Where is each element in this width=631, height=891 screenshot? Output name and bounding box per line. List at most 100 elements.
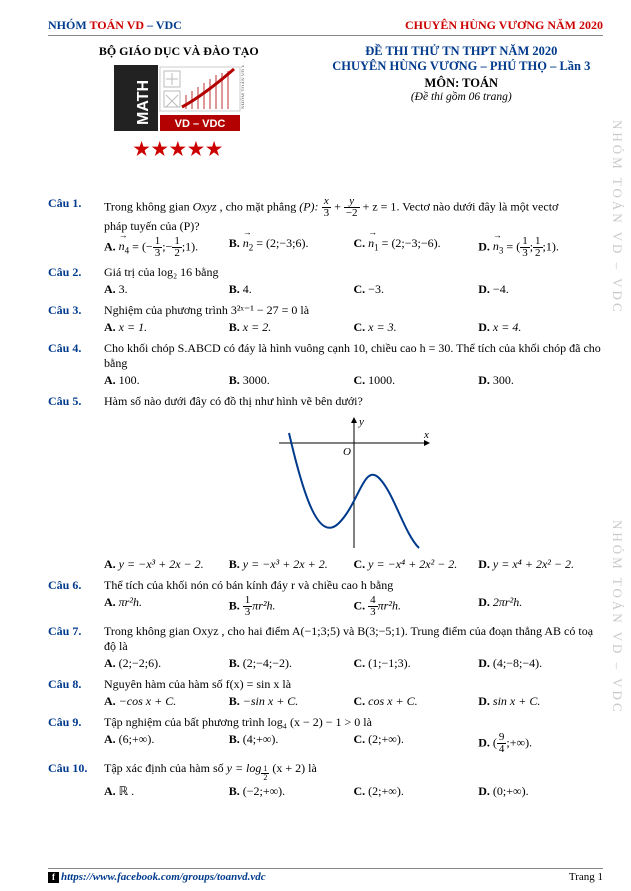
- q8-D: D. sin x + C.: [478, 694, 603, 709]
- q4-A: A. 100.: [104, 373, 229, 388]
- q4-text: Cho khối chóp S.ABCD có đáy là hình vuôn…: [104, 341, 603, 371]
- q9-body: Tập nghiệm của bất phương trình log₄ (x …: [104, 715, 603, 755]
- school-title: CHUYÊN HÙNG VƯƠNG – PHÚ THỌ – Lần 3: [320, 59, 603, 74]
- q1-options: A. n4 = (−13;−12;1). B. n2 = (2;−3;6). C…: [104, 236, 603, 259]
- q4-B: B. 3000.: [229, 373, 354, 388]
- q7-text: Trong không gian Oxyz , cho hai điểm A(−…: [104, 624, 603, 654]
- subject: MÔN: TOÁN: [320, 76, 603, 91]
- q3-B: B. x = 2.: [229, 320, 354, 335]
- q10-D: D. (0;+∞).: [478, 784, 603, 799]
- footer-divider: [48, 868, 603, 869]
- page-number: Trang 1: [569, 871, 603, 883]
- q6-B: B. 13πr²h.: [229, 595, 354, 618]
- q5-A: A. y = −x³ + 2x − 2.: [104, 557, 229, 572]
- q1-A: A. n4 = (−13;−12;1).: [104, 236, 229, 259]
- q7-B: B. (2;−4;−2).: [229, 656, 354, 671]
- question-10: Câu 10. Tập xác định của hàm số y = log1…: [48, 761, 603, 799]
- q7-label: Câu 7.: [48, 624, 104, 671]
- footer: fhttps://www.facebook.com/groups/toanvd.…: [0, 868, 631, 883]
- question-9: Câu 9. Tập nghiệm của bất phương trình l…: [48, 715, 603, 755]
- q6-label: Câu 6.: [48, 578, 104, 618]
- q1-body: Trong không gian Oxyz , cho mặt phẳng (P…: [104, 196, 603, 259]
- q5-label: Câu 5.: [48, 394, 104, 572]
- q5-text: Hàm số nào dưới đây có đồ thị như hình v…: [104, 394, 603, 409]
- exam-title: ĐỀ THI THỬ TN THPT NĂM 2020: [320, 44, 603, 59]
- q1-D: D. n3 = (13;12;1).: [478, 236, 603, 259]
- question-3: Câu 3. Nghiệm của phương trình 3²ˣ⁻¹ − 2…: [48, 303, 603, 335]
- q8-body: Nguyên hàm của hàm số f(x) = sin x là A.…: [104, 677, 603, 709]
- svg-text:x: x: [423, 429, 429, 441]
- q2-B: B. 4.: [229, 282, 354, 297]
- q1-tail: . Vectơ nào dưới đây là một vectơ: [396, 199, 558, 213]
- q3-C: C. x = 3.: [354, 320, 479, 335]
- q3-body: Nghiệm của phương trình 3²ˣ⁻¹ − 27 = 0 l…: [104, 303, 603, 335]
- q8-label: Câu 8.: [48, 677, 104, 709]
- facebook-icon: f: [48, 872, 59, 883]
- q10-body: Tập xác định của hàm số y = log12 (x + 2…: [104, 761, 603, 799]
- header-row: BỘ GIÁO DỤC VÀ ĐÀO TẠO MATH: [48, 44, 603, 160]
- svg-text:O: O: [343, 446, 351, 458]
- q7-A: A. (2;−2;6).: [104, 656, 229, 671]
- q9-text: Tập nghiệm của bất phương trình log₄ (x …: [104, 715, 603, 730]
- svg-text:VD – VDC: VD – VDC: [174, 118, 225, 130]
- group-name-b: TOÁN VD: [89, 18, 144, 32]
- question-8: Câu 8. Nguyên hàm của hàm số f(x) = sin …: [48, 677, 603, 709]
- stars-icon: ★★★★★: [133, 139, 224, 160]
- q6-C: C. 43πr²h.: [354, 595, 479, 618]
- logo-icon: MATH VD – VDC: [114, 65, 244, 135]
- group-name-c: – VDC: [144, 18, 182, 32]
- q7-body: Trong không gian Oxyz , cho hai điểm A(−…: [104, 624, 603, 671]
- logo-area: MATH VD – VDC: [48, 65, 310, 160]
- q1-text-a: Trong không gian: [104, 199, 193, 213]
- q3-A: A. x = 1.: [104, 320, 229, 335]
- q9-A: A. (6;+∞).: [104, 732, 229, 755]
- q8-A: A. −cos x + C.: [104, 694, 229, 709]
- q10-A: A. ℝ .: [104, 784, 229, 799]
- footer-url: fhttps://www.facebook.com/groups/toanvd.…: [48, 871, 266, 883]
- header-right: ĐỀ THI THỬ TN THPT NĂM 2020 CHUYÊN HÙNG …: [320, 44, 603, 160]
- question-2: Câu 2. Giá trị của log₂ 16 bằng A. 3. B.…: [48, 265, 603, 297]
- q1-mid1: +: [331, 199, 344, 213]
- q7-C: C. (1;−1;3).: [354, 656, 479, 671]
- q5-body: Hàm số nào dưới đây có đồ thị như hình v…: [104, 394, 603, 572]
- q2-body: Giá trị của log₂ 16 bằng A. 3. B. 4. C. …: [104, 265, 603, 297]
- q1-C: C. n1 = (2;−3;−6).: [354, 236, 479, 259]
- q2-C: C. −3.: [354, 282, 479, 297]
- q1-B: B. n2 = (2;−3;6).: [229, 236, 354, 259]
- question-5: Câu 5. Hàm số nào dưới đây có đồ thị như…: [48, 394, 603, 572]
- q10-C: C. (2;+∞).: [354, 784, 479, 799]
- question-7: Câu 7. Trong không gian Oxyz , cho hai đ…: [48, 624, 603, 671]
- questions: Câu 1. Trong không gian Oxyz , cho mặt p…: [48, 196, 603, 799]
- q9-label: Câu 9.: [48, 715, 104, 755]
- q4-label: Câu 4.: [48, 341, 104, 388]
- q7-D: D. (4;−8;−4).: [478, 656, 603, 671]
- q8-B: B. −sin x + C.: [229, 694, 354, 709]
- q9-C: C. (2;+∞).: [354, 732, 479, 755]
- q8-C: C. cos x + C.: [354, 694, 479, 709]
- q4-C: C. 1000.: [354, 373, 479, 388]
- question-6: Câu 6. Thể tích của khối nón có bán kính…: [48, 578, 603, 618]
- q5-B: B. y = −x³ + 2x + 2.: [229, 557, 354, 572]
- q5-D: D. y = x⁴ + 2x² − 2.: [478, 557, 603, 572]
- q6-text: Thể tích của khối nón có bán kính đáy r …: [104, 578, 603, 593]
- q1-plane: (P):: [299, 199, 321, 213]
- q2-A: A. 3.: [104, 282, 229, 297]
- q2-D: D. −4.: [478, 282, 603, 297]
- top-bar: NHÓM TOÁN VD – VDC CHUYÊN HÙNG VƯƠNG NĂM…: [48, 18, 603, 33]
- q9-B: B. (4;+∞).: [229, 732, 354, 755]
- q1-text-b: , cho mặt phẳng: [217, 199, 300, 213]
- group-name: NHÓM TOÁN VD – VDC: [48, 18, 182, 33]
- q5-graph: x y O: [269, 413, 439, 553]
- q6-A: A. πr²h.: [104, 595, 229, 618]
- svg-text:NHÓM TOÁN VD VDC: NHÓM TOÁN VD VDC: [241, 65, 244, 109]
- q2-label: Câu 2.: [48, 265, 104, 297]
- q6-body: Thể tích của khối nón có bán kính đáy r …: [104, 578, 603, 618]
- group-name-a: NHÓM: [48, 18, 89, 32]
- q4-D: D. 300.: [478, 373, 603, 388]
- q1-line2: pháp tuyến của (P)?: [104, 219, 603, 234]
- page: NHÓM TOÁN VD – VDC CHUYÊN HÙNG VƯƠNG NĂM…: [0, 0, 631, 809]
- q1-label: Câu 1.: [48, 196, 104, 259]
- q4-body: Cho khối chóp S.ABCD có đáy là hình vuôn…: [104, 341, 603, 388]
- question-4: Câu 4. Cho khối chóp S.ABCD có đáy là hì…: [48, 341, 603, 388]
- q5-C: C. y = −x⁴ + 2x² − 2.: [354, 557, 479, 572]
